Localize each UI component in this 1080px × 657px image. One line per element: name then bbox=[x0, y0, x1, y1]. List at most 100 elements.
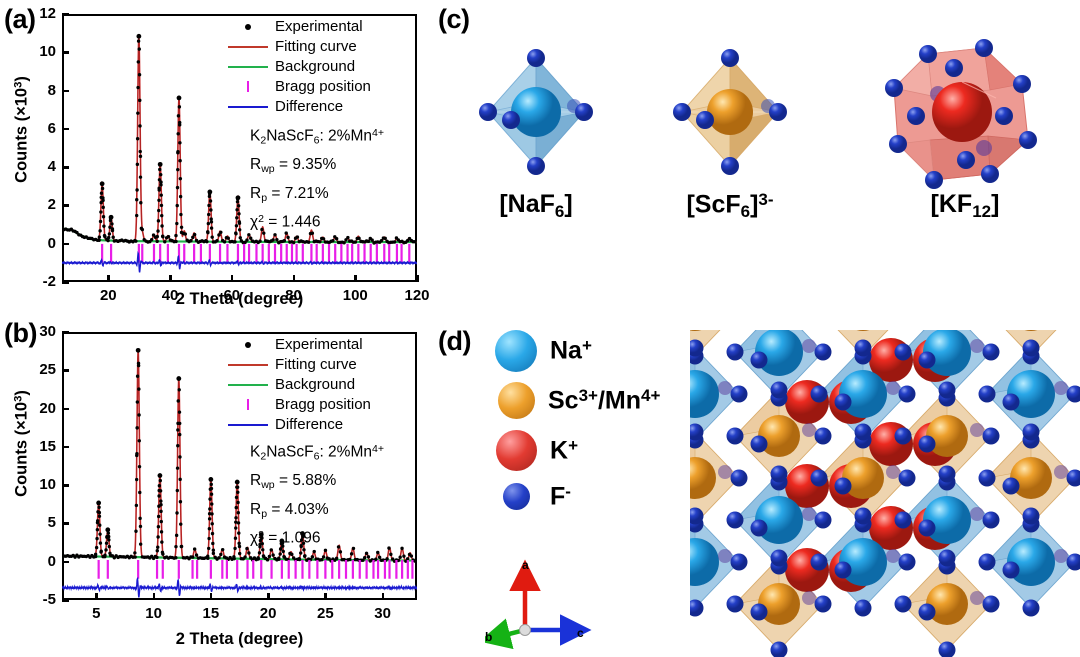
panel-a-stats: K2NaScF6: 2%Mn4+ Rwp = 9.35% Rp = 7.21% … bbox=[250, 128, 384, 241]
panel-b-legend: Experimental Fitting curve Background Bragg… bbox=[228, 336, 371, 436]
panel-b-sample-formula: K2NaScF6: 2%Mn4+ bbox=[250, 443, 385, 463]
legend-item-f: F- bbox=[503, 482, 571, 511]
bragg-marker-icon bbox=[228, 81, 268, 93]
y-tick-label: 0 bbox=[47, 234, 56, 252]
y-tickmark bbox=[62, 242, 69, 246]
panel-b-xrd-plot: Counts (×103) -5 0 5 10 15 20 25 30 5 10 15 20 25 30 … bbox=[0, 314, 440, 657]
x-tickmark bbox=[107, 275, 110, 282]
na-sphere-icon bbox=[495, 330, 537, 372]
legend-item-sc: Sc3+/Mn4+ bbox=[498, 382, 660, 419]
y-tick-label: 5 bbox=[47, 514, 56, 532]
x-tickmark bbox=[381, 593, 385, 600]
polyhedron-kf12: [KF12] bbox=[880, 32, 1050, 222]
legend-label-background: Background bbox=[275, 58, 356, 76]
x-tick-label: 30 bbox=[374, 605, 391, 622]
panel-a-rp: Rp = 7.21% bbox=[250, 184, 329, 204]
background-marker-icon bbox=[228, 65, 268, 68]
polyhedron-scf6: [ScF6]3- bbox=[660, 40, 800, 221]
scf6-octahedron bbox=[673, 49, 787, 175]
panel-b-rp: Rp = 4.03% bbox=[250, 500, 329, 520]
y-tick-label: 20 bbox=[39, 399, 56, 417]
x-tickmark bbox=[416, 275, 419, 282]
y-tick-label: -2 bbox=[42, 273, 56, 290]
naf6-octahedron bbox=[479, 49, 593, 175]
fitting-marker-icon bbox=[228, 363, 268, 366]
kf12-cuboctahedron bbox=[885, 39, 1037, 189]
legend-label-f: F- bbox=[550, 482, 571, 511]
legend-label-k: K+ bbox=[550, 435, 578, 465]
legend-row-fitting: Fitting curve bbox=[228, 38, 371, 56]
panel-letter-a: (a) bbox=[4, 4, 36, 34]
legend-row-experimental: Experimental bbox=[228, 18, 371, 36]
y-tick-label: 25 bbox=[39, 361, 56, 379]
panel-b-canvas bbox=[62, 347, 417, 598]
axis-label-b: b bbox=[485, 630, 493, 644]
y-tick-label: 10 bbox=[39, 43, 56, 61]
x-tickmark bbox=[169, 275, 172, 282]
legend-item-k: K+ bbox=[496, 430, 578, 471]
legend-label-na: Na+ bbox=[550, 336, 592, 365]
y-tick-label: -5 bbox=[42, 591, 56, 608]
experimental-marker-icon bbox=[228, 341, 268, 348]
x-tick-label: 120 bbox=[404, 287, 430, 304]
y-tick-label: 2 bbox=[47, 196, 56, 214]
panel-b-chi2: χ2 = 1.096 bbox=[250, 529, 321, 547]
difference-marker-icon bbox=[228, 105, 268, 108]
legend-label-fitting: Fitting curve bbox=[275, 356, 357, 374]
y-tickmark bbox=[62, 407, 69, 411]
x-tick-label: 20 bbox=[99, 287, 117, 304]
x-tickmark bbox=[152, 593, 156, 600]
legend-row-difference: Difference bbox=[228, 416, 371, 434]
legend-row-experimental: Experimental bbox=[228, 336, 371, 354]
polyhedron-kf12-label: [KF12] bbox=[930, 190, 1000, 221]
x-tick-label: 60 bbox=[223, 287, 241, 304]
panel-a-chi2: χ2 = 1.446 bbox=[250, 213, 321, 231]
y-tick-label: 15 bbox=[39, 437, 56, 455]
x-tick-label: 15 bbox=[202, 605, 220, 622]
x-tick-label: 10 bbox=[145, 605, 162, 622]
bragg-marker-icon bbox=[228, 399, 268, 411]
x-tickmark bbox=[230, 275, 234, 282]
y-tickmark bbox=[62, 484, 69, 487]
panel-letter-d: (d) bbox=[438, 326, 471, 356]
legend-label-difference: Difference bbox=[275, 416, 344, 434]
difference-marker-icon bbox=[228, 423, 268, 426]
crystal-structure-lattice bbox=[690, 330, 1080, 657]
y-tick-label: 8 bbox=[47, 81, 56, 99]
x-tick-label: 100 bbox=[342, 287, 368, 304]
legend-label-bragg: Bragg position bbox=[275, 396, 371, 414]
legend-label-difference: Difference bbox=[275, 98, 344, 116]
f-sphere-icon bbox=[503, 483, 530, 511]
panel-a-rwp: Rwp = 9.35% bbox=[250, 156, 337, 176]
axis-triad-icon bbox=[479, 559, 592, 650]
y-tickmark bbox=[62, 281, 69, 284]
y-tickmark bbox=[62, 445, 69, 449]
y-tick-label: 10 bbox=[39, 476, 56, 494]
legend-row-bragg: Bragg position bbox=[228, 78, 371, 96]
x-tick-label: 5 bbox=[92, 605, 101, 622]
legend-label-experimental: Experimental bbox=[275, 336, 363, 354]
y-tick-label: 4 bbox=[47, 158, 56, 176]
y-tickmark bbox=[62, 89, 69, 93]
y-tickmark bbox=[62, 560, 69, 564]
y-tick-label: 30 bbox=[39, 323, 56, 340]
fitting-marker-icon bbox=[228, 45, 268, 48]
x-tick-label: 20 bbox=[259, 605, 277, 622]
x-tickmark bbox=[354, 275, 357, 282]
crystal-axis-indicator: a b c bbox=[479, 552, 615, 652]
x-tick-label: 80 bbox=[285, 287, 302, 304]
y-tickmark bbox=[62, 166, 69, 169]
x-tickmark bbox=[292, 275, 296, 282]
panel-a-xlabel: 2 Theta (degree) bbox=[175, 290, 304, 308]
y-tick-label: 12 bbox=[39, 5, 56, 22]
lattice-canvas bbox=[690, 330, 1080, 657]
panel-b-xlabel: 2 Theta (degree) bbox=[175, 630, 304, 648]
sc-sphere-icon bbox=[498, 382, 535, 419]
background-marker-icon bbox=[228, 383, 268, 386]
x-tick-label: 25 bbox=[317, 605, 334, 622]
x-tickmark bbox=[209, 593, 213, 600]
x-tickmark bbox=[267, 593, 270, 600]
legend-label-background: Background bbox=[275, 376, 356, 394]
legend-row-background: Background bbox=[228, 58, 371, 76]
